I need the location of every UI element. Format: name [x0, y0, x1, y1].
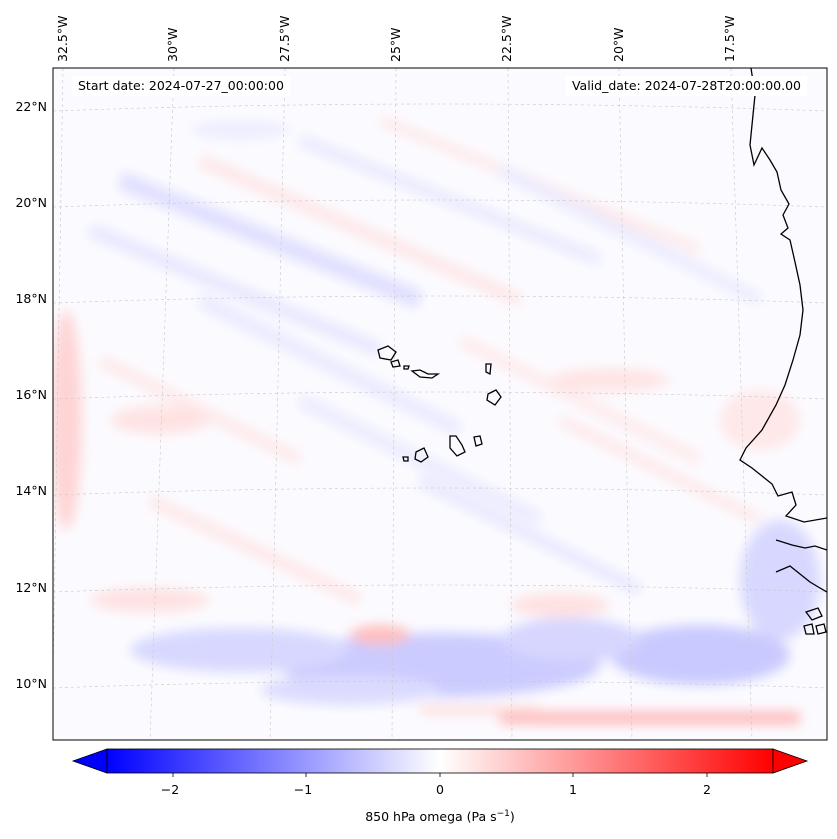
bijagos-islands: [803, 607, 827, 635]
colorbar-tick-label: 0: [436, 782, 444, 797]
cape-verde-sao-vicente: [390, 359, 401, 368]
colorbar-tick-label: −1: [294, 782, 312, 797]
cape-verde-sao-nicolau: [410, 369, 441, 379]
longitude-labels: 32.5°W 30°W 27.5°W 25°W 22.5°W 20°W 17.5…: [55, 16, 737, 62]
valid-date-label: Valid_date: 2024-07-28T20:00:00.00: [565, 76, 807, 96]
gambia-coastline: [775, 539, 827, 551]
graticule: [53, 68, 827, 740]
cape-verde-santo-antao: [377, 345, 397, 361]
cape-verde-fogo: [414, 447, 429, 463]
lat-label: 12°N: [15, 580, 47, 595]
colorbar-tick-label: −2: [161, 782, 179, 797]
colorbar-label-sup: −1: [497, 809, 510, 819]
cape-verde-santiago: [449, 435, 466, 457]
lat-label: 22°N: [15, 99, 47, 114]
parallel-line: [53, 103, 827, 112]
omega-field: [53, 115, 820, 724]
cape-verde-brava: [402, 456, 409, 462]
lon-label: 17.5°W: [722, 16, 737, 62]
map-frame: [52, 67, 828, 741]
guinea-coastline: [775, 565, 827, 593]
lon-label: 20°W: [611, 27, 626, 62]
colorbar-max-extend: [772, 748, 809, 774]
colorbar: −2 −1 0 1 2 850 hPa omega (Pa s−1): [71, 748, 809, 824]
colorbar-label: 850 hPa omega (Pa s−1): [365, 809, 515, 824]
map-panel: [53, 68, 827, 740]
colorbar-min-extend: [71, 748, 108, 774]
parallel-line: [53, 584, 827, 593]
latitude-labels: 22°N 20°N 18°N 16°N 14°N 12°N 10°N: [15, 99, 47, 691]
start-date-label: Start date: 2024-07-27_00:00:00: [72, 76, 290, 96]
lon-label: 25°W: [388, 27, 403, 62]
meridian-line: [618, 68, 633, 740]
parallel-line: [53, 680, 827, 689]
colorbar-gradient: [106, 748, 774, 774]
meridian-line: [730, 68, 753, 740]
lat-label: 14°N: [15, 483, 47, 498]
meridian-line: [149, 68, 175, 740]
cape-verde-boa-vista: [486, 389, 502, 406]
colorbar-label-main: 850 hPa omega (Pa s: [365, 809, 496, 824]
colorbar-ticks: [172, 773, 708, 777]
meridian-line: [391, 68, 397, 740]
lat-label: 18°N: [15, 291, 47, 306]
lon-label: 22.5°W: [499, 16, 514, 62]
parallel-line: [53, 199, 827, 208]
cape-verde-maio: [473, 435, 483, 447]
africa-coastline: [739, 68, 827, 523]
colorbar-label-end: ): [510, 809, 515, 824]
lat-label: 20°N: [15, 195, 47, 210]
meridian-line: [269, 68, 286, 740]
meridian-line: [53, 68, 64, 698]
lon-label: 30°W: [165, 27, 180, 62]
lon-label: 27.5°W: [277, 16, 292, 62]
lat-label: 10°N: [15, 676, 47, 691]
parallel-line: [53, 487, 827, 496]
lat-label: 16°N: [15, 387, 47, 402]
parallel-line: [53, 391, 827, 400]
parallel-line: [53, 295, 827, 304]
coastline: [377, 68, 827, 635]
colorbar-tick-label: 1: [569, 782, 577, 797]
cape-verde-santa-luzia: [403, 365, 410, 370]
cape-verde-sal: [485, 363, 492, 376]
colorbar-tick-label: 2: [703, 782, 711, 797]
lon-label: 32.5°W: [55, 16, 70, 62]
meridian-line: [507, 68, 513, 740]
